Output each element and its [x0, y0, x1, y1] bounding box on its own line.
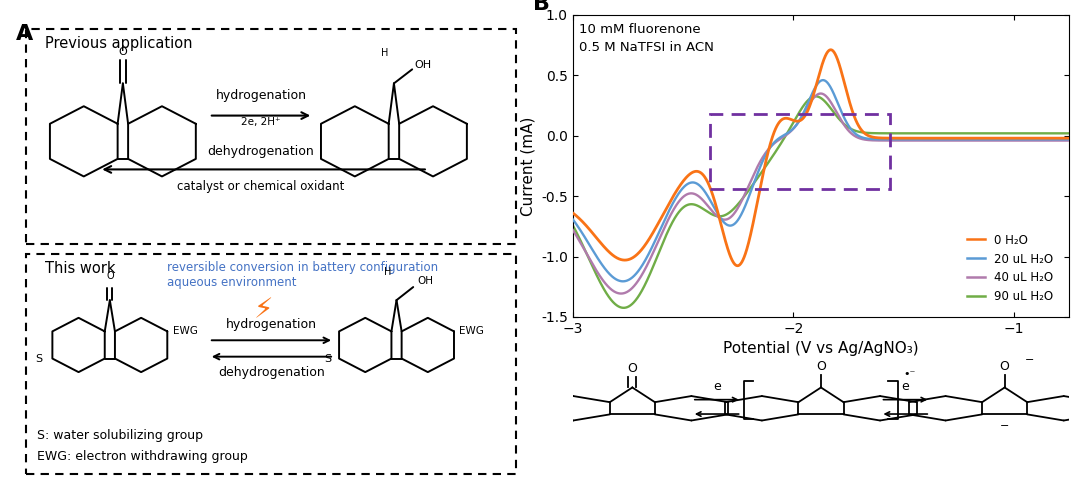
Text: O: O [816, 360, 826, 373]
Text: S: S [35, 354, 42, 364]
Text: dehydrogenation: dehydrogenation [207, 145, 314, 158]
Text: hydrogenation: hydrogenation [216, 89, 307, 102]
Text: e: e [902, 380, 909, 393]
Text: e: e [713, 380, 720, 393]
Text: EWG: electron withdrawing group: EWG: electron withdrawing group [37, 450, 247, 463]
Text: B: B [534, 0, 550, 14]
Text: catalyst or chemical oxidant: catalyst or chemical oxidant [177, 180, 345, 193]
Text: OH: OH [415, 60, 432, 70]
Text: EWG: EWG [459, 326, 484, 336]
Text: O: O [106, 271, 113, 281]
Text: dehydrogenation: dehydrogenation [218, 366, 325, 379]
Text: reversible conversion in battery configuration
aqueous environment: reversible conversion in battery configu… [167, 260, 438, 289]
Y-axis label: Current (mA): Current (mA) [521, 116, 536, 216]
Text: H: H [384, 267, 391, 277]
Text: S: S [324, 354, 332, 364]
Bar [710, 114, 891, 189]
Text: •⁻: •⁻ [903, 370, 916, 379]
Text: −: − [1025, 355, 1034, 365]
Text: H: H [381, 48, 389, 58]
X-axis label: Potential (V vs Ag/AgNO₃): Potential (V vs Ag/AgNO₃) [724, 341, 919, 357]
Text: O: O [1000, 360, 1010, 373]
Text: 2e, 2H⁺: 2e, 2H⁺ [241, 117, 281, 126]
Text: OH: OH [417, 276, 433, 286]
Text: O: O [119, 47, 127, 57]
Text: EWG: EWG [173, 326, 198, 336]
Text: −: − [1000, 420, 1010, 430]
Text: hydrogenation: hydrogenation [226, 318, 316, 331]
Text: S: water solubilizing group: S: water solubilizing group [37, 429, 203, 442]
Legend: 0 H₂O, 20 uL H₂O, 40 uL H₂O, 90 uL H₂O: 0 H₂O, 20 uL H₂O, 40 uL H₂O, 90 uL H₂O [962, 229, 1058, 308]
Text: 10 mM fluorenone
0.5 M NaTFSI in ACN: 10 mM fluorenone 0.5 M NaTFSI in ACN [579, 23, 714, 54]
Text: O: O [627, 362, 637, 374]
Text: A: A [16, 24, 33, 44]
Text: This work: This work [44, 260, 116, 276]
Text: ⚡: ⚡ [254, 296, 273, 324]
Text: Previous application: Previous application [44, 36, 192, 51]
